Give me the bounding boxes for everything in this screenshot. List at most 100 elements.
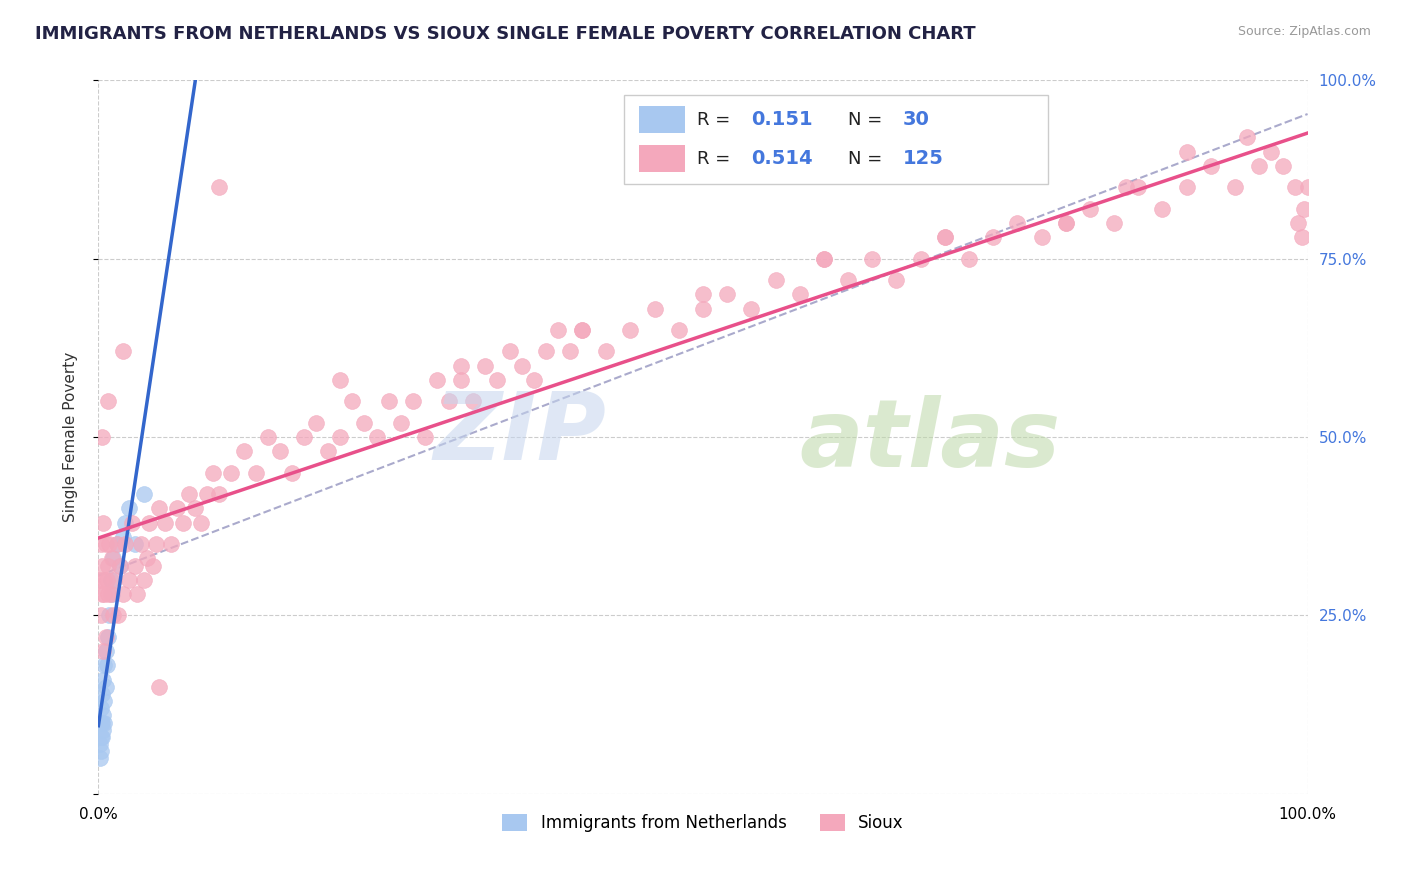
Point [121, 516, 143, 530]
Point [103, 573, 125, 587]
Point [1223, 180, 1246, 194]
Text: R =: R = [697, 150, 735, 168]
Point [1115, 180, 1137, 194]
Point [221, 466, 243, 480]
Point [91, 715, 114, 730]
Text: 0.151: 0.151 [751, 110, 813, 129]
Point [108, 558, 131, 573]
Point [208, 180, 231, 194]
Point [93, 573, 115, 587]
Point [981, 230, 1004, 244]
Point [886, 273, 908, 287]
Point [1102, 216, 1125, 230]
Point [934, 230, 956, 244]
Point [107, 608, 129, 623]
Point [96, 573, 118, 587]
Point [127, 587, 149, 601]
Point [498, 344, 520, 359]
Point [474, 359, 496, 373]
Point [129, 537, 152, 551]
Point [450, 373, 472, 387]
Point [813, 252, 835, 266]
Point [534, 344, 557, 359]
Point [426, 373, 449, 387]
Point [957, 252, 980, 266]
Point [837, 273, 859, 287]
Point [595, 344, 617, 359]
Point [90, 744, 112, 758]
Point [111, 530, 134, 544]
Point [692, 287, 714, 301]
Y-axis label: Single Female Poverty: Single Female Poverty [63, 352, 77, 522]
Point [1128, 180, 1150, 194]
Point [111, 587, 134, 601]
Bar [638, 145, 685, 172]
Point [160, 537, 183, 551]
Point [619, 323, 641, 337]
Point [100, 573, 122, 587]
Text: N =: N = [848, 111, 889, 128]
Text: N =: N = [848, 150, 889, 168]
Point [148, 680, 170, 694]
Point [571, 323, 593, 337]
Point [97, 558, 120, 573]
Point [547, 323, 569, 337]
Point [166, 501, 188, 516]
Point [716, 287, 738, 301]
Point [245, 466, 267, 480]
Text: 30: 30 [903, 110, 929, 129]
Point [114, 537, 136, 551]
Text: IMMIGRANTS FROM NETHERLANDS VS SIOUX SINGLE FEMALE POVERTY CORRELATION CHART: IMMIGRANTS FROM NETHERLANDS VS SIOUX SIN… [35, 25, 976, 43]
Point [740, 301, 762, 316]
Point [1007, 216, 1029, 230]
Point [1175, 180, 1198, 194]
Point [134, 487, 156, 501]
Point [124, 537, 146, 551]
Point [100, 551, 122, 566]
Text: ZIP: ZIP [433, 387, 606, 480]
Point [118, 573, 141, 587]
Point [437, 394, 460, 409]
Point [413, 430, 436, 444]
Point [90, 537, 112, 551]
Point [94, 644, 117, 658]
Point [100, 587, 122, 601]
Point [179, 487, 201, 501]
Point [91, 723, 114, 737]
Point [94, 680, 117, 694]
Point [94, 537, 117, 551]
Point [105, 537, 128, 551]
Point [789, 287, 811, 301]
Point [377, 394, 399, 409]
Point [329, 373, 352, 387]
Point [281, 466, 304, 480]
Point [90, 730, 112, 744]
Text: 0.514: 0.514 [751, 149, 813, 169]
Point [90, 701, 112, 715]
Bar [638, 106, 685, 133]
Point [91, 644, 114, 658]
Text: 125: 125 [903, 149, 943, 169]
Point [342, 394, 364, 409]
Point [89, 573, 111, 587]
Legend: Immigrants from Netherlands, Sioux: Immigrants from Netherlands, Sioux [495, 807, 911, 839]
Text: Source: ZipAtlas.com: Source: ZipAtlas.com [1237, 25, 1371, 38]
Point [91, 687, 114, 701]
Point [316, 444, 339, 458]
Point [1249, 159, 1271, 173]
Point [256, 430, 278, 444]
Point [668, 323, 690, 337]
Point [93, 658, 115, 673]
Point [523, 373, 546, 387]
Point [305, 416, 328, 430]
Point [111, 344, 134, 359]
Point [1078, 202, 1101, 216]
Point [510, 359, 533, 373]
Point [114, 516, 136, 530]
Point [366, 430, 388, 444]
Point [105, 537, 128, 551]
Point [692, 301, 714, 316]
Point [96, 658, 118, 673]
Point [934, 230, 956, 244]
Point [353, 416, 375, 430]
